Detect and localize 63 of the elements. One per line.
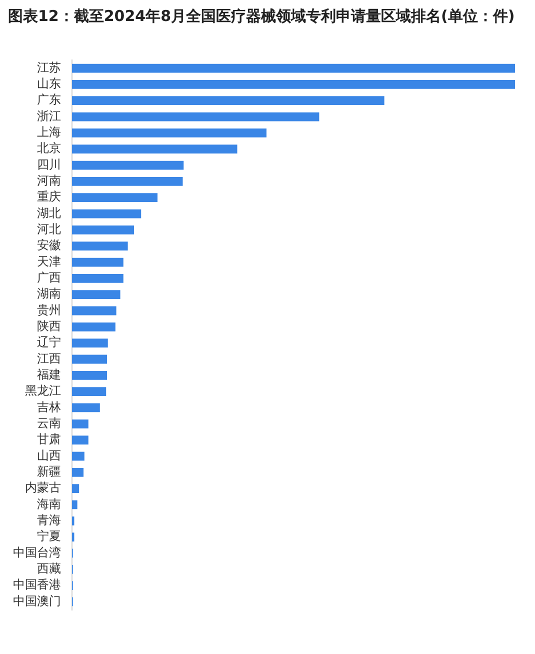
- bar: [72, 160, 184, 170]
- bar: [72, 193, 158, 202]
- bar: [72, 176, 183, 186]
- y-tick-label: 辽宁: [37, 335, 61, 350]
- chart-title: 图表12：截至2024年8月全国医疗器械领域专利申请量区域排名(单位：件): [8, 6, 516, 26]
- bar: [72, 209, 142, 218]
- bar: [72, 128, 266, 138]
- y-tick-label: 江西: [37, 351, 61, 366]
- y-tick-label: 山东: [37, 76, 61, 91]
- y-tick-label: 贵州: [37, 302, 61, 317]
- bar: [72, 419, 88, 428]
- bar: [72, 274, 124, 283]
- bar: [72, 484, 80, 494]
- y-tick-label: 吉林: [37, 400, 61, 414]
- y-tick-label: 河南: [37, 174, 61, 188]
- bar: [72, 468, 84, 477]
- y-tick-label: 安徽: [37, 238, 61, 252]
- bar: [72, 242, 128, 251]
- bar: [72, 64, 515, 73]
- y-tick-label: 内蒙古: [25, 480, 61, 495]
- bar: [72, 370, 107, 380]
- y-tick-label: 西藏: [37, 562, 61, 576]
- y-tick-label: 海南: [37, 496, 61, 511]
- bar: [72, 338, 108, 348]
- y-tick-label: 广东: [37, 92, 61, 107]
- y-tick-label: 中国香港: [13, 578, 61, 592]
- y-tick-label: 黑龙江: [25, 384, 61, 398]
- y-tick-label: 重庆: [37, 190, 61, 204]
- bar: [72, 387, 106, 396]
- bar: [72, 112, 320, 122]
- y-tick-label: 陕西: [37, 319, 61, 334]
- y-tick-label: 福建: [37, 368, 61, 382]
- y-tick-label: 中国澳门: [13, 594, 61, 608]
- bar: [72, 96, 384, 106]
- y-tick-label: 青海: [37, 513, 61, 528]
- bar: [72, 500, 78, 510]
- bar: [72, 322, 116, 332]
- y-tick-label: 河北: [37, 222, 61, 236]
- y-tick-label: 云南: [37, 416, 61, 430]
- bar: [72, 290, 120, 300]
- bar: [72, 436, 88, 445]
- y-tick-label: 新疆: [37, 464, 61, 479]
- y-tick-label: 湖南: [37, 286, 61, 301]
- y-tick-label: 上海: [37, 125, 61, 140]
- y-tick-label: 四川: [37, 157, 61, 172]
- y-tick-label: 山西: [37, 448, 61, 462]
- bar: [72, 80, 515, 89]
- y-tick-label: 湖北: [37, 206, 61, 220]
- y-tick-label: 天津: [37, 254, 61, 268]
- bar: [72, 452, 84, 461]
- bar: [72, 403, 100, 412]
- bar: [72, 225, 134, 234]
- y-tick-label: 江苏: [37, 60, 61, 74]
- bar: [72, 258, 124, 267]
- bar: [72, 144, 238, 154]
- y-tick-label: 广西: [37, 270, 61, 285]
- y-tick-label: 浙江: [37, 108, 61, 123]
- y-tick-label: 中国台湾: [13, 545, 61, 560]
- y-tick-label: 甘肃: [37, 432, 61, 446]
- bar: [72, 306, 116, 316]
- y-tick-label: 北京: [37, 141, 61, 156]
- y-tick-label: 宁夏: [37, 529, 61, 544]
- bar: [72, 354, 107, 364]
